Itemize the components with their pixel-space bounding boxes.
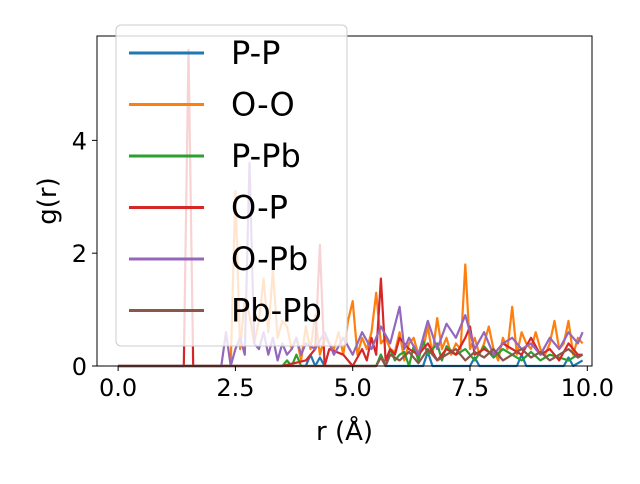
legend-label: O-O [231,86,295,124]
y-tick-label: 2 [72,240,87,268]
x-tick-label: 7.5 [451,374,489,402]
legend: P-P O-O P-Pb O-P O-Pb Pb-Pb [115,24,348,347]
legend-label: P-P [231,34,280,72]
x-axis-ticks: 0.0 2.5 5.0 7.5 10.0 [99,366,614,402]
y-tick-label: 4 [72,127,87,155]
x-tick-label: 10.0 [561,374,614,402]
x-axis-label: r (Å) [316,415,373,447]
legend-label: O-P [231,189,288,227]
x-tick-label: 2.5 [216,374,254,402]
x-tick-label: 0.0 [99,374,137,402]
y-tick-label: 0 [72,353,87,381]
legend-label: O-Pb [231,240,308,278]
y-axis-ticks: 0 2 4 [72,127,97,381]
x-tick-label: 5.0 [334,374,372,402]
legend-label: Pb-Pb [231,292,322,330]
legend-label: P-Pb [231,137,301,175]
y-axis-label: g(r) [33,177,63,224]
